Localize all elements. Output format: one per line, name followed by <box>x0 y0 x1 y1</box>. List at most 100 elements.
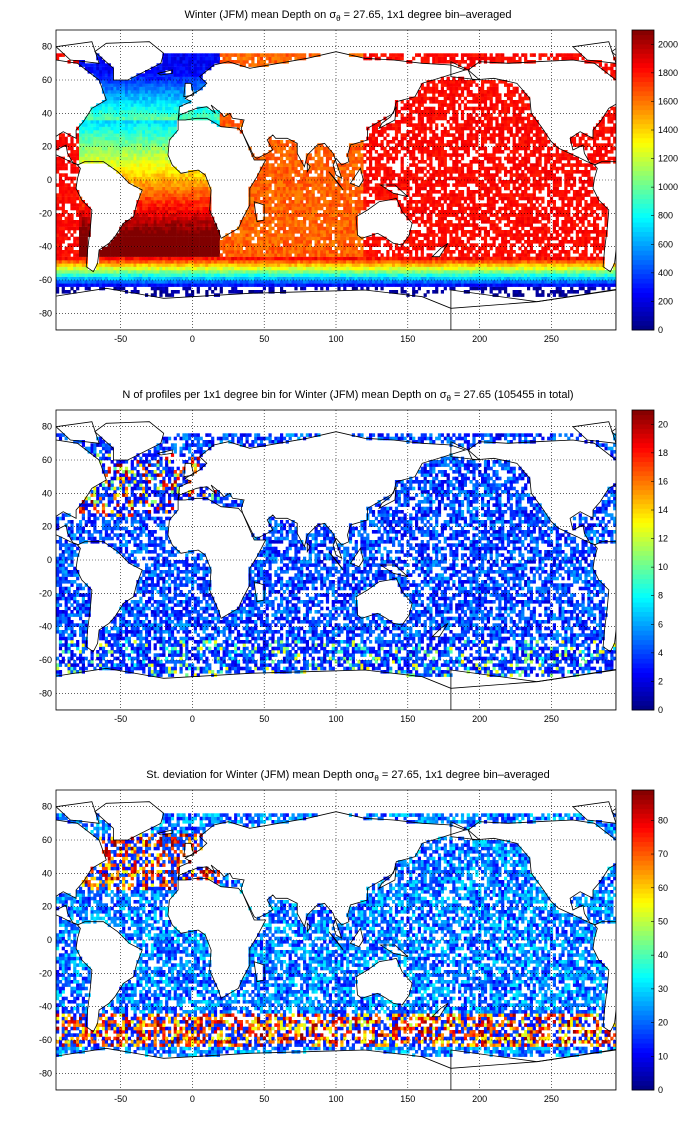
data-cell <box>176 243 180 247</box>
data-cell <box>133 266 137 271</box>
data-cell <box>369 260 373 264</box>
data-cell <box>351 263 355 267</box>
data-cell <box>58 176 63 181</box>
data-cell <box>64 250 68 254</box>
data-cell <box>446 210 450 214</box>
data-cell <box>107 266 111 271</box>
data-cell <box>449 206 453 211</box>
data-cell <box>426 190 430 194</box>
data-cell <box>173 226 177 231</box>
data-cell <box>469 256 473 261</box>
data-cell <box>274 276 278 281</box>
data-cell <box>440 226 444 231</box>
data-cell <box>449 233 453 237</box>
data-cell <box>331 273 335 277</box>
data-cell <box>145 250 149 254</box>
data-cell <box>432 243 436 247</box>
data-cell <box>84 233 88 237</box>
data-cell <box>79 213 83 217</box>
data-cell <box>323 263 327 267</box>
data-cell <box>351 226 355 231</box>
data-cell <box>136 220 140 224</box>
data-cell <box>61 223 65 227</box>
data-cell <box>386 196 390 201</box>
data-cell <box>116 260 120 264</box>
data-cell <box>113 273 117 277</box>
data-cell <box>242 263 246 267</box>
data-cell <box>61 273 65 277</box>
data-cell <box>432 186 436 191</box>
data-cell <box>400 263 404 267</box>
data-cell <box>432 260 436 264</box>
data-cell <box>483 256 488 261</box>
data-cell <box>234 253 238 257</box>
data-cell <box>133 213 137 217</box>
data-cell <box>512 193 516 197</box>
data-cell <box>133 246 137 251</box>
data-cell <box>81 266 85 271</box>
data-cell <box>122 226 126 231</box>
data-cell <box>415 290 419 294</box>
data-cell <box>466 256 470 261</box>
data-cell <box>495 253 499 257</box>
data-cell <box>170 250 175 254</box>
data-cell <box>73 200 77 204</box>
data-cell <box>277 243 281 247</box>
data-cell <box>228 280 232 284</box>
data-cell <box>205 266 209 271</box>
data-cell <box>305 216 309 221</box>
data-cell <box>598 246 602 251</box>
data-cell <box>518 290 522 294</box>
data-cell <box>426 256 430 261</box>
data-cell <box>452 273 456 277</box>
data-cell <box>265 246 269 251</box>
data-cell <box>512 260 516 264</box>
data-cell <box>595 260 600 264</box>
data-cell <box>79 250 83 254</box>
data-cell <box>415 190 419 194</box>
data-cell <box>61 203 65 207</box>
data-cell <box>300 176 304 181</box>
data-cell <box>116 263 120 267</box>
data-cell <box>159 190 163 194</box>
data-cell <box>259 246 264 251</box>
data-cell <box>76 256 80 261</box>
data-cell <box>426 283 430 287</box>
data-cell <box>188 210 192 214</box>
data-cell <box>305 233 309 237</box>
data-cell <box>79 200 83 204</box>
data-cell <box>170 200 175 204</box>
data-cell <box>432 290 436 294</box>
data-cell <box>380 186 384 191</box>
data-cell <box>547 276 551 281</box>
data-cell <box>595 283 600 287</box>
data-cell <box>423 206 427 211</box>
data-cell <box>193 260 197 264</box>
data-cell <box>541 293 545 297</box>
data-cell <box>492 186 496 191</box>
data-cell <box>325 250 330 254</box>
data-cell <box>185 220 189 224</box>
data-cell <box>555 190 559 194</box>
data-cell <box>142 176 146 181</box>
data-cell <box>492 223 496 227</box>
data-cell <box>328 263 332 267</box>
data-cell <box>518 233 522 237</box>
data-cell <box>420 200 424 204</box>
data-cell <box>432 203 436 207</box>
data-cell <box>403 186 407 191</box>
data-cell <box>337 203 341 207</box>
data-cell <box>136 180 140 184</box>
data-cell <box>412 240 416 244</box>
data-cell <box>593 223 597 227</box>
data-cell <box>435 266 439 271</box>
data-cell <box>84 230 88 234</box>
data-cell <box>274 186 278 191</box>
data-cell <box>432 223 436 227</box>
data-cell <box>346 276 350 281</box>
data-cell <box>291 240 295 244</box>
data-cell <box>601 256 605 261</box>
data-cell <box>300 233 304 237</box>
data-cell <box>415 186 419 191</box>
data-cell <box>277 176 281 181</box>
